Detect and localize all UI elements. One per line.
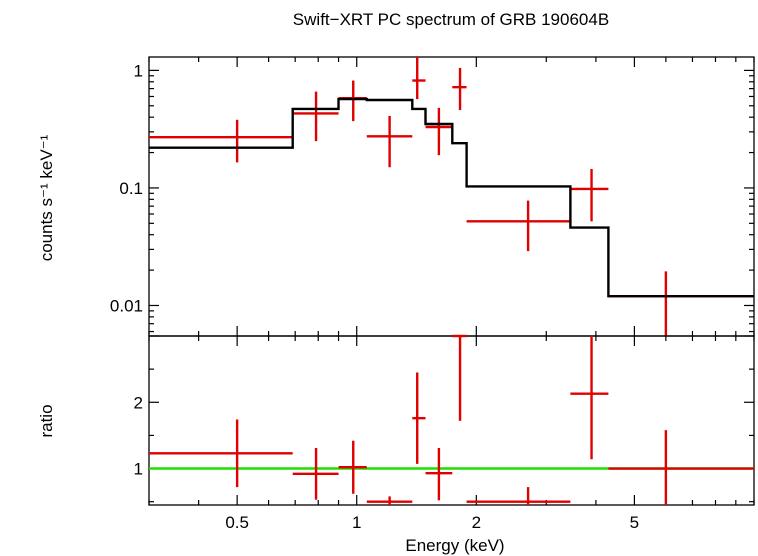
x-tick-label: 0.5 — [225, 513, 249, 532]
ratio-frame — [148, 335, 755, 506]
spectrum-y-tick-label: 0.01 — [110, 296, 143, 315]
model-step-line — [149, 97, 754, 298]
x-tick-label: 5 — [630, 513, 639, 532]
chart-title: Swift−XRT PC spectrum of GRB 190604B — [293, 10, 609, 29]
spectrum-y-tick-label: 0.1 — [119, 179, 143, 198]
x-axis-label: Energy (keV) — [405, 536, 504, 555]
ratio-y-tick-label: 2 — [134, 393, 143, 412]
ratio-y-tick-label: 1 — [134, 460, 143, 479]
y-axis-label-spectrum: counts s⁻¹ keV⁻¹ — [37, 134, 56, 261]
x-tick-label: 2 — [472, 513, 481, 532]
ratio-panel: 0.5 1 2 5 1 2 — [134, 334, 755, 532]
y-axis-label-ratio: ratio — [37, 404, 56, 437]
spectrum-frame — [148, 56, 755, 337]
x-tick-label: 1 — [352, 513, 361, 532]
spectrum-y-tick-label: 1 — [134, 61, 143, 80]
spectrum-panel: 1 0.1 0.01 — [110, 56, 755, 337]
